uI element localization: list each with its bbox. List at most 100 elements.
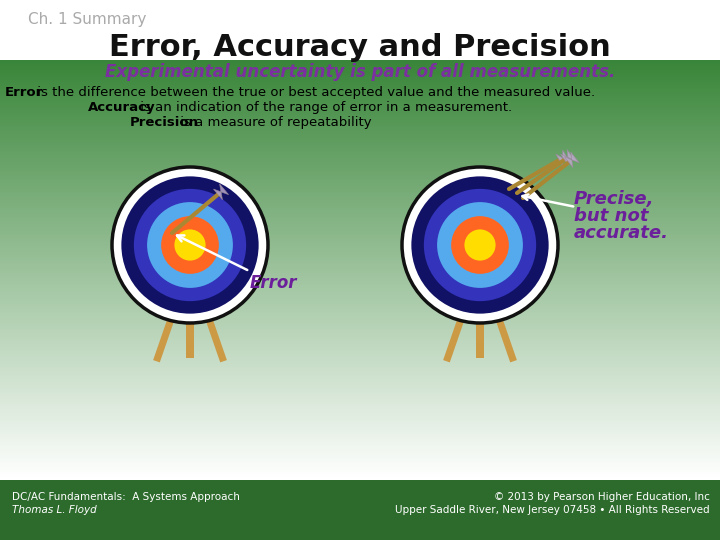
Bar: [0, 137, 720, 138]
Bar: [0, 364, 720, 365]
Bar: [0, 213, 720, 214]
Bar: [0, 274, 720, 275]
Bar: [0, 396, 720, 397]
Bar: [0, 376, 720, 378]
Bar: [0, 90, 720, 91]
Bar: [0, 332, 720, 333]
Text: but not: but not: [574, 207, 649, 225]
Bar: [0, 210, 720, 211]
Bar: [0, 238, 720, 239]
Bar: [0, 350, 720, 351]
Bar: [0, 275, 720, 277]
Bar: [0, 347, 720, 348]
Bar: [0, 192, 720, 193]
Bar: [0, 291, 720, 292]
Bar: [0, 303, 720, 305]
Bar: [0, 329, 720, 330]
Bar: [0, 470, 720, 471]
Bar: [0, 353, 720, 354]
Circle shape: [147, 202, 233, 288]
Bar: [0, 343, 720, 344]
Bar: [0, 452, 720, 454]
Bar: [0, 336, 720, 337]
Text: © 2013 by Pearson Higher Education, Inc: © 2013 by Pearson Higher Education, Inc: [494, 492, 710, 502]
Bar: [0, 435, 720, 437]
Bar: [0, 194, 720, 196]
Bar: [0, 203, 720, 204]
Bar: [0, 110, 720, 112]
Bar: [0, 287, 720, 288]
Bar: [0, 301, 720, 302]
Bar: [0, 260, 720, 261]
Circle shape: [112, 167, 268, 323]
Bar: [0, 79, 720, 81]
Bar: [0, 220, 720, 221]
Bar: [0, 434, 720, 435]
Bar: [0, 450, 720, 452]
Circle shape: [464, 230, 495, 261]
Bar: [0, 116, 720, 117]
Bar: [0, 126, 720, 127]
Polygon shape: [213, 184, 228, 200]
Bar: [0, 138, 720, 140]
Bar: [0, 295, 720, 296]
Bar: [0, 259, 720, 260]
Text: Error, Accuracy and Precision: Error, Accuracy and Precision: [109, 33, 611, 62]
Bar: [0, 302, 720, 303]
Bar: [0, 268, 720, 270]
Bar: [0, 155, 720, 157]
Bar: [0, 166, 720, 168]
Bar: [0, 221, 720, 222]
Bar: [0, 129, 720, 130]
Bar: [0, 413, 720, 414]
Bar: [0, 189, 720, 190]
Bar: [0, 144, 720, 145]
Bar: [0, 392, 720, 393]
Bar: [0, 480, 720, 540]
Bar: [0, 151, 720, 152]
Bar: [0, 414, 720, 416]
Bar: [0, 235, 720, 237]
Bar: [0, 464, 720, 466]
Bar: [0, 241, 720, 242]
Bar: [0, 154, 720, 155]
Bar: [0, 284, 720, 286]
Bar: [0, 361, 720, 362]
Bar: [0, 72, 720, 74]
Bar: [0, 320, 720, 322]
Bar: [0, 64, 720, 65]
Bar: [0, 141, 720, 143]
Text: is an indication of the range of error in a measurement.: is an indication of the range of error i…: [136, 101, 512, 114]
Bar: [0, 193, 720, 194]
Bar: [0, 399, 720, 400]
Bar: [0, 175, 720, 176]
Bar: [0, 371, 720, 372]
Bar: [0, 421, 720, 423]
Bar: [0, 95, 720, 97]
Polygon shape: [560, 150, 575, 165]
Bar: [0, 395, 720, 396]
Bar: [0, 333, 720, 334]
Bar: [0, 107, 720, 109]
Bar: [0, 246, 720, 248]
Bar: [0, 218, 720, 220]
Bar: [0, 120, 720, 122]
Bar: [0, 69, 720, 70]
Text: Experimental uncertainty is part of all measurements.: Experimental uncertainty is part of all …: [105, 63, 615, 81]
Circle shape: [174, 230, 206, 261]
Bar: [0, 420, 720, 421]
Bar: [0, 344, 720, 346]
Bar: [0, 140, 720, 141]
Bar: [0, 114, 720, 116]
Bar: [0, 161, 720, 162]
Bar: [0, 461, 720, 462]
Bar: [0, 476, 720, 477]
Bar: [0, 172, 720, 173]
Bar: [0, 127, 720, 129]
Bar: [0, 456, 720, 457]
Bar: [0, 270, 720, 272]
Bar: [0, 265, 720, 266]
Bar: [0, 242, 720, 244]
Bar: [0, 157, 720, 158]
Bar: [0, 258, 720, 259]
